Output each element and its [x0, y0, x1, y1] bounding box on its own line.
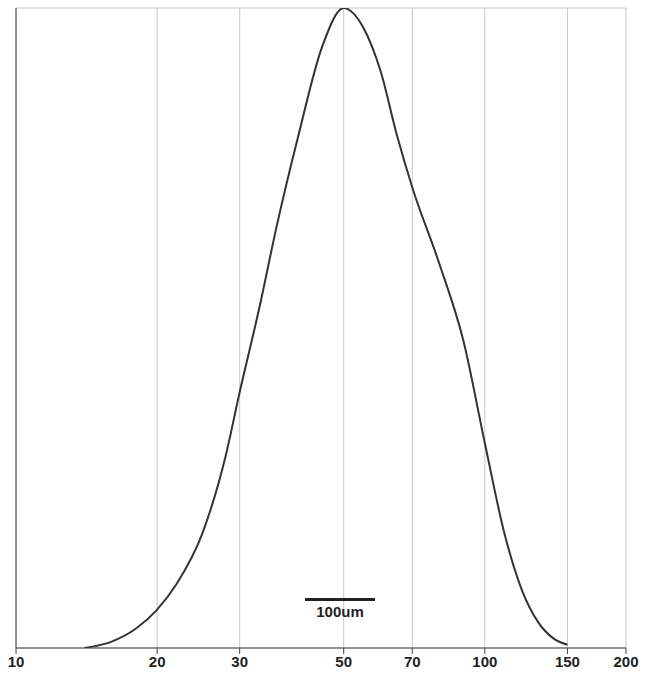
svg-text:70: 70	[404, 653, 421, 670]
svg-text:20: 20	[149, 653, 166, 670]
svg-text:100: 100	[472, 653, 497, 670]
svg-text:30: 30	[231, 653, 248, 670]
svg-text:50: 50	[335, 653, 352, 670]
svg-text:10: 10	[8, 653, 25, 670]
html-text:100um: 100um	[316, 603, 364, 620]
svg-text:200: 200	[613, 653, 638, 670]
svg-text:150: 150	[555, 653, 580, 670]
